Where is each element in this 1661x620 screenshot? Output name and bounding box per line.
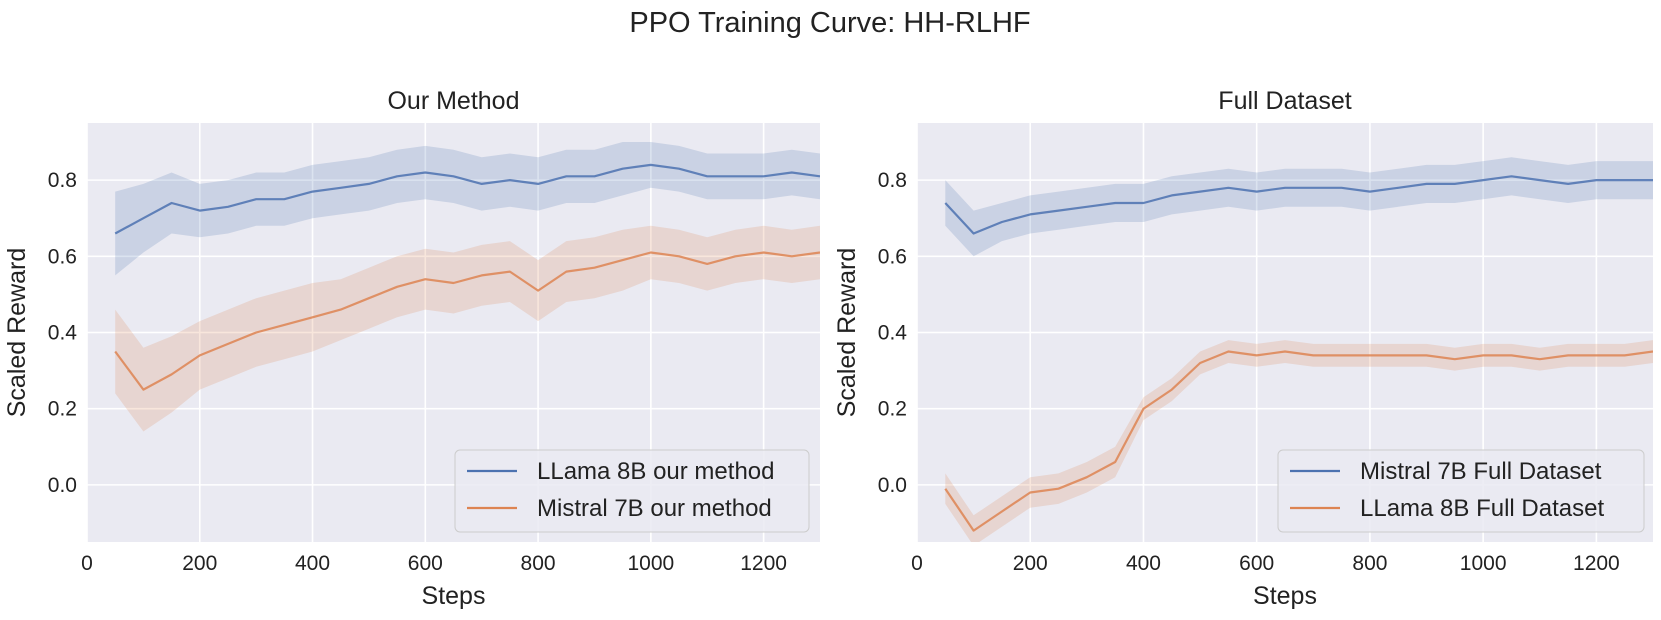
legend-label-0: Mistral 7B Full Dataset	[1360, 458, 1602, 485]
series-layer	[114, 142, 820, 432]
x-tick-label: 200	[182, 552, 217, 575]
y-tick-label: 0.4	[878, 322, 908, 345]
x-tick-label: 800	[1352, 552, 1387, 575]
legend-label-1: Mistral 7B our method	[537, 495, 772, 522]
legend-label-1: LLama 8B Full Dataset	[1360, 495, 1604, 522]
legend: LLama 8B our method Mistral 7B our method	[454, 449, 810, 533]
series-layer	[944, 157, 1653, 542]
x-tick-label: 800	[521, 552, 556, 575]
legend-box	[454, 449, 810, 533]
x-tick-label: 0	[81, 552, 93, 575]
y-tick-label: 0.8	[878, 169, 907, 192]
x-tick-label: 1000	[627, 552, 674, 575]
legend-label-0: LLama 8B our method	[537, 458, 774, 485]
series-band-1	[115, 225, 820, 432]
series-line-1	[114, 251, 820, 391]
x-tick-label: 400	[295, 552, 330, 575]
x-tick-label: 600	[408, 552, 443, 575]
series-line-1	[944, 350, 1653, 532]
x-axis-label: Steps	[422, 582, 486, 610]
series-band-0	[115, 142, 820, 276]
y-tick-label: 0.2	[878, 398, 907, 421]
series-band-1	[945, 340, 1653, 542]
y-tick-label: 0.0	[878, 474, 907, 497]
y-tick-label: 0.2	[48, 398, 77, 421]
x-tick-label: 1200	[740, 552, 787, 575]
x-tick-label: 200	[1013, 552, 1048, 575]
y-tick-label: 0.6	[878, 245, 907, 268]
y-tick-label: 0.6	[48, 245, 77, 268]
panel-full-dataset: Full Dataset 0 200 400 600 800 1000 1200 0.0 0.2 0…	[833, 87, 1653, 610]
x-axis-label: Steps	[1253, 582, 1317, 610]
x-tick-label: 1000	[1460, 552, 1507, 575]
y-axis-label: Scaled Reward	[3, 248, 31, 418]
subplot-title: Full Dataset	[1218, 87, 1351, 115]
y-axis-label: Scaled Reward	[833, 248, 861, 418]
figure-title: PPO Training Curve: HH-RLHF	[629, 7, 1030, 39]
legend: Mistral 7B Full Dataset LLama 8B Full Dat…	[1277, 449, 1645, 533]
y-tick-label: 0.0	[48, 474, 77, 497]
x-tick-label: 0	[911, 552, 923, 575]
series-line-0	[944, 175, 1653, 235]
y-tick-label: 0.4	[48, 322, 78, 345]
subplot-title: Our Method	[387, 87, 519, 115]
panel-our-method: Our Method 0 200 400 600 800 1000 1200 0.0 0.2 0.4…	[3, 87, 820, 610]
legend-box	[1277, 449, 1645, 533]
y-tick-label: 0.8	[48, 169, 77, 192]
x-tick-label: 600	[1239, 552, 1274, 575]
series-line-0	[114, 163, 820, 235]
x-tick-label: 400	[1126, 552, 1161, 575]
x-tick-label: 1200	[1573, 552, 1620, 575]
